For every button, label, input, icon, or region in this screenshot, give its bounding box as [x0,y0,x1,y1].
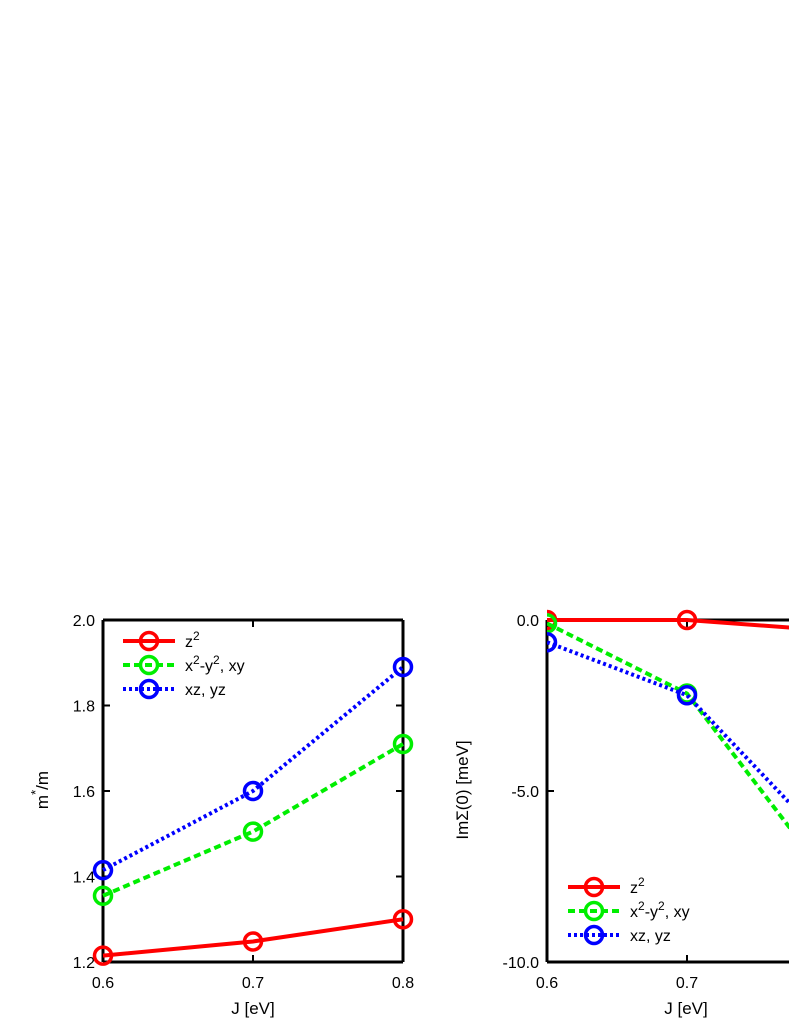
legend-label-sup2: 2 [213,653,220,667]
y-tick-label: 1.2 [73,955,95,972]
x-tick-label: 0.7 [242,975,264,992]
data-point [92,885,114,906]
legend-label-base: z [185,634,193,651]
series-group [547,609,789,831]
legend-label-base: xz, yz [185,682,226,699]
series-2 [547,631,789,806]
data-point [392,909,414,930]
y-tick-label: -10.0 [503,955,540,972]
data-point [547,613,558,634]
legend-entry: xz, yz [568,924,671,946]
legend-swatch-marker [138,630,160,652]
legend-swatch-marker [583,876,605,898]
legend-label-rest: , xy [665,904,690,921]
legend-label: z2 [630,875,645,897]
data-point [242,780,264,802]
y-tick-label: 2.0 [73,613,95,630]
y-tick-label: 1.6 [73,784,95,801]
series-line [102,742,405,898]
data-point [392,656,414,678]
series-2 [92,656,414,881]
legend-swatch-marker [583,924,605,946]
legend-label-sup: 2 [638,875,645,889]
data-point [676,684,698,706]
series-1 [547,613,789,831]
legend-label-mid: -y [645,904,658,921]
series-line [547,640,789,806]
y-tick-label: 1.4 [73,870,95,887]
y-axis-title-suffix: /m [33,771,52,790]
legend-label-mid: -y [200,658,213,675]
legend-label-sup2: 2 [658,899,665,913]
legend-entry: z2 [123,629,200,652]
legend-label-sup: 2 [638,899,645,913]
series-group [92,656,414,966]
series-0 [547,609,789,631]
legend-label-base: z [630,880,638,897]
data-point [242,931,264,952]
x-axis-title: J [eV] [664,999,707,1018]
x-axis-title: J [eV] [231,999,274,1018]
x-tick-label: 0.7 [676,975,698,992]
data-point [547,631,558,653]
data-point [242,821,264,842]
series-0 [92,909,414,966]
chart-right-self-energy: -10.0-5.00.00.6 0.7J [eV]ImΣ(0) [meV]z2x2… [453,609,789,1018]
legend-swatch-marker [138,678,160,700]
y-tick-label: 0.0 [517,613,539,630]
x-tick-label: 0.8 [392,975,414,992]
legend-label: xz, yz [185,682,226,699]
legend-entry: x2-y2, xy [568,899,690,922]
x-tick-label: 0.6 [536,975,558,992]
series-line [547,621,789,831]
legend-entry: xz, yz [123,678,226,700]
x-tick-label: 0.6 [92,975,114,992]
series-1 [92,733,414,906]
legend-label: x2-y2, xy [630,899,690,921]
legend-swatch-marker [583,900,605,922]
data-point [92,859,114,881]
chart-left-effective-mass: 1.21.41.61.82.00.6 0.7 0.8J [eV]m*/mz2x2-y… [28,613,414,1018]
legend-label-sup: 2 [193,629,200,643]
legend-entry: z2 [568,875,645,898]
series-line [547,618,789,630]
y-tick-label: 1.8 [73,699,95,716]
legend-swatch-marker [138,654,160,676]
y-axis-title: ImΣ(0) [meV] [453,740,472,839]
data-point [392,733,414,755]
legend-label-base: xz, yz [630,928,671,945]
legend-label: z2 [185,629,200,651]
legend-label-sup: 2 [193,653,200,667]
legend-entry: x2-y2, xy [123,653,245,676]
legend-label-rest: , xy [220,658,245,675]
y-axis-title-sup: * [28,790,43,795]
y-axis-title-base: m [33,795,52,809]
legend-label: xz, yz [630,928,671,945]
legend-label-base: x [630,904,638,921]
data-point [92,945,114,966]
legend-label-base: x [185,658,193,675]
data-point [676,609,698,631]
series-line [102,665,405,872]
series-line [102,917,404,958]
y-axis-title: m*/m [28,771,52,809]
y-tick-label: -5.0 [511,784,539,801]
legend-label: x2-y2, xy [185,653,245,675]
